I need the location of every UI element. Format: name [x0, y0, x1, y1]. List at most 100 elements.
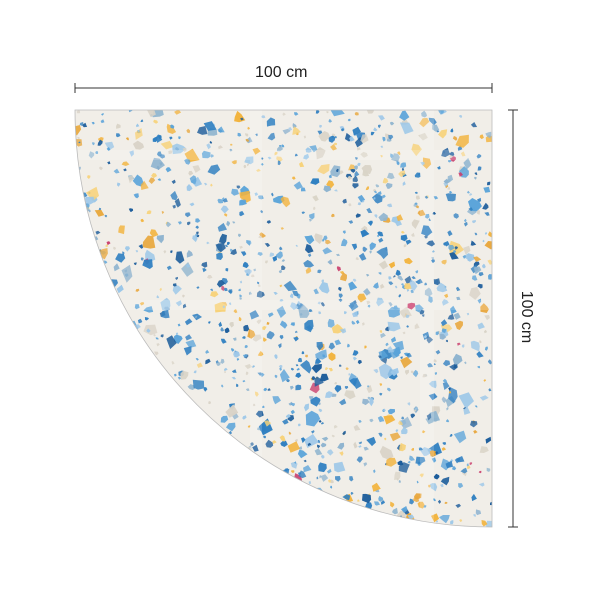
terrazzo-chip — [177, 376, 181, 380]
terrazzo-chip — [387, 346, 395, 353]
terrazzo-chip — [407, 402, 411, 406]
terrazzo-chip — [482, 239, 485, 243]
terrazzo-chip — [477, 365, 481, 369]
terrazzo-chip — [263, 387, 268, 392]
terrazzo-chip — [186, 128, 191, 134]
terrazzo-chip — [447, 174, 454, 183]
terrazzo-chip — [379, 383, 383, 387]
terrazzo-chip — [279, 246, 283, 251]
terrazzo-chip — [186, 184, 193, 192]
terrazzo-chip — [355, 319, 360, 325]
terrazzo-chip — [133, 469, 139, 476]
terrazzo-chip — [311, 364, 322, 374]
terrazzo-chip — [133, 379, 137, 383]
terrazzo-chip — [190, 522, 200, 527]
terrazzo-chip — [355, 256, 360, 261]
terrazzo-chip — [442, 442, 447, 445]
terrazzo-chip — [366, 436, 376, 447]
terrazzo-chip — [88, 209, 91, 213]
terrazzo-chip — [220, 338, 227, 344]
terrazzo-chip — [318, 408, 323, 413]
terrazzo-chip — [350, 492, 354, 496]
terrazzo-chip — [193, 370, 197, 374]
terrazzo-chip — [293, 336, 299, 342]
terrazzo-chip — [452, 466, 457, 471]
terrazzo-chip — [94, 209, 105, 217]
terrazzo-chip — [325, 391, 333, 398]
terrazzo-chip — [264, 243, 271, 248]
terrazzo-chip — [335, 476, 341, 482]
terrazzo-chip — [246, 240, 252, 246]
terrazzo-chip — [179, 454, 183, 458]
terrazzo-chip — [107, 359, 111, 363]
terrazzo-chip — [162, 515, 166, 518]
terrazzo-chip — [264, 420, 272, 427]
terrazzo-chip — [317, 301, 321, 305]
terrazzo-chip — [182, 147, 187, 152]
terrazzo-chip — [245, 501, 252, 509]
terrazzo-chip — [187, 384, 195, 390]
terrazzo-chip — [242, 336, 246, 339]
terrazzo-chip — [81, 314, 87, 321]
terrazzo-chip — [139, 500, 145, 505]
terrazzo-chip — [205, 444, 209, 447]
terrazzo-chip — [470, 420, 478, 428]
terrazzo-chip — [455, 503, 461, 508]
terrazzo-chip — [323, 185, 332, 193]
terrazzo-chip — [431, 513, 440, 523]
terrazzo-chip — [420, 447, 433, 456]
terrazzo-chip — [202, 413, 206, 417]
terrazzo-chip — [348, 373, 351, 376]
terrazzo-chip — [75, 463, 78, 466]
terrazzo-chip — [190, 449, 197, 456]
terrazzo-chip — [295, 372, 302, 378]
terrazzo-chip — [449, 155, 453, 159]
terrazzo-chip — [123, 168, 127, 172]
terrazzo-chip — [116, 123, 121, 129]
terrazzo-chip — [222, 468, 229, 476]
terrazzo-chip — [479, 446, 489, 453]
terrazzo-chip — [242, 199, 247, 204]
terrazzo-chip — [245, 133, 249, 137]
terrazzo-chip — [289, 293, 294, 299]
terrazzo-chip — [353, 424, 361, 431]
terrazzo-chip — [223, 480, 234, 491]
terrazzo-chip — [213, 437, 225, 448]
terrazzo-chip — [424, 195, 429, 199]
terrazzo-chip — [152, 474, 158, 480]
terrazzo-chip — [373, 197, 376, 200]
terrazzo-chip — [110, 355, 115, 360]
terrazzo-chip — [135, 288, 140, 292]
terrazzo-chip — [252, 403, 256, 407]
terrazzo-chip — [134, 304, 140, 310]
terrazzo-chip — [401, 426, 408, 435]
terrazzo-chip — [395, 429, 399, 433]
terrazzo-chip — [255, 482, 263, 489]
terrazzo-chip — [473, 256, 482, 262]
terrazzo-chip — [387, 306, 400, 318]
terrazzo-chip — [400, 234, 408, 242]
terrazzo-chip — [266, 117, 276, 127]
terrazzo-chip — [280, 440, 288, 447]
terrazzo-chip — [257, 372, 262, 376]
terrazzo-chip — [279, 320, 288, 329]
terrazzo-chip — [145, 492, 153, 500]
terrazzo-chip — [373, 469, 376, 474]
terrazzo-chip — [149, 229, 159, 238]
terrazzo-chip — [488, 274, 492, 280]
terrazzo-chip — [484, 329, 488, 334]
terrazzo-chip — [317, 444, 321, 449]
terrazzo-chip — [308, 480, 312, 485]
terrazzo-chip — [105, 514, 109, 519]
terrazzo-chip — [147, 438, 152, 444]
terrazzo-chip — [396, 161, 400, 166]
terrazzo-chip — [138, 350, 141, 353]
terrazzo-chip — [433, 359, 437, 363]
terrazzo-chip — [208, 401, 212, 405]
terrazzo-chip — [301, 437, 306, 444]
terrazzo-chip — [185, 212, 191, 218]
terrazzo-chip — [95, 389, 105, 397]
terrazzo-chip — [304, 319, 314, 333]
terrazzo-chip — [355, 213, 361, 218]
terrazzo-chip — [297, 423, 301, 427]
